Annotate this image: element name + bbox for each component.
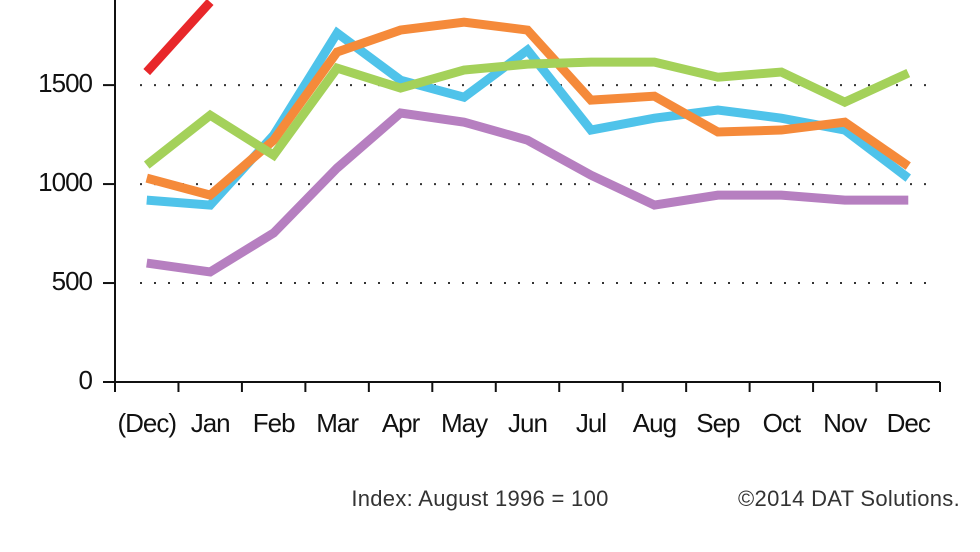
x-tick-label: Jan xyxy=(191,408,230,438)
x-tick-label: May xyxy=(441,408,488,438)
x-tick-label: Aug xyxy=(633,408,676,438)
y-tick-label: 0 xyxy=(79,365,93,395)
x-tick-label: Oct xyxy=(763,408,802,438)
y-tick-label: 1500 xyxy=(38,68,92,98)
x-tick-label: Jun xyxy=(508,408,547,438)
x-tick-label: Dec xyxy=(887,408,931,438)
x-tick-label: Mar xyxy=(316,408,359,438)
series-line xyxy=(146,26,911,210)
x-tick-label: (Dec) xyxy=(117,408,176,438)
y-tick-label: 500 xyxy=(52,266,93,296)
series-line xyxy=(143,57,911,169)
series-line xyxy=(146,108,909,277)
x-tick-label: Jul xyxy=(576,408,606,438)
x-tick-label: Nov xyxy=(823,408,867,438)
series-line xyxy=(143,0,214,76)
x-tick-label: Feb xyxy=(253,408,295,438)
annotation: ©2014 DAT Solutions. xyxy=(738,486,960,511)
series-line xyxy=(145,17,911,201)
annotation: Index: August 1996 = 100 xyxy=(351,486,608,511)
y-tick-label: 1000 xyxy=(38,167,92,197)
x-tick-label: Sep xyxy=(696,408,740,438)
x-tick-label: Apr xyxy=(382,408,421,438)
